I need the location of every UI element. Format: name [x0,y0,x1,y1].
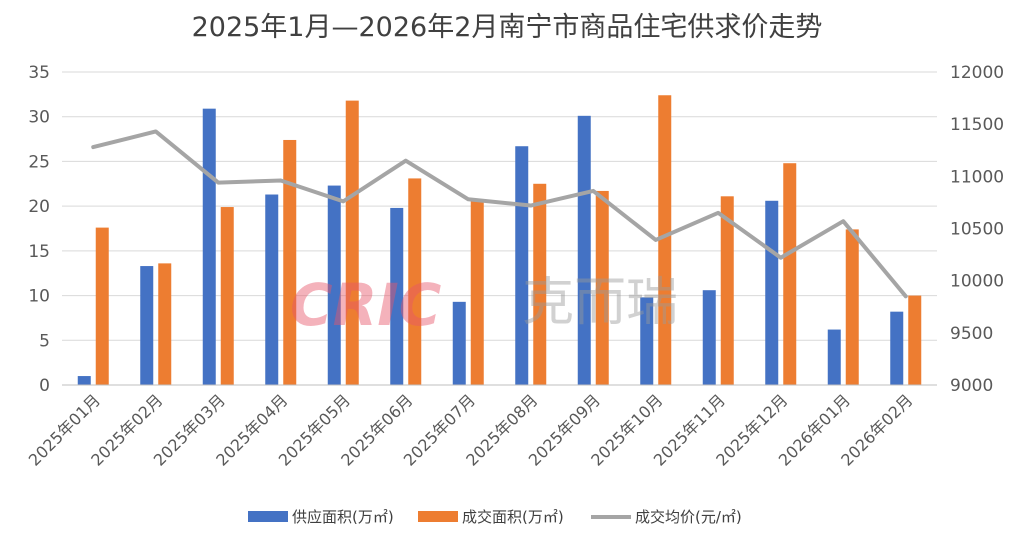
bar-supply [452,301,466,385]
bar-deals [408,178,422,385]
y-right-tick-label: 10000 [950,272,1004,292]
y-right-tick-label: 11000 [950,167,1004,187]
bar-supply [77,376,91,385]
legend-label: 成交面积(万㎡) [462,508,564,526]
bar-supply [202,108,216,385]
bar-supply [515,146,529,385]
watermark-latin: CRIC [290,271,441,339]
bar-deals [595,190,609,385]
price-line [91,129,908,299]
y-left-tick-label: 5 [39,331,50,351]
bar-deals [783,163,797,385]
y-axis-left: 0 5 10 15 20 25 30 35 [28,63,50,396]
y-right-tick-label: 11500 [950,115,1004,135]
legend-swatch [248,511,288,522]
chart-title: 2025年1月—2026年2月南宁市商品住宅供求价走势 [192,12,823,43]
bar-deals [908,295,922,385]
bar-deals [845,229,859,385]
bar-deals [533,183,547,385]
bar-deals [95,227,109,385]
legend-label: 成交均价(元/㎡) [635,508,742,526]
bar-deals [658,95,672,385]
y-axis-right: 9000 9500 10000 10500 11000 11500 12000 [950,63,1004,396]
legend-label: 供应面积(万㎡) [292,508,394,526]
y-left-tick-label: 0 [39,376,50,396]
y-left-tick-label: 10 [28,287,50,307]
bar-supply [390,207,404,385]
bar-supply [640,297,654,385]
line-series [91,129,908,299]
y-left-tick-label: 35 [28,63,50,83]
y-left-tick-label: 15 [28,242,50,262]
bar-deals [158,263,172,385]
bar-deals [220,207,234,385]
bar-supply [765,200,779,385]
legend-swatch [418,511,458,522]
bar-deals [283,139,297,385]
bar-supply [577,115,591,385]
bar-supply [702,290,716,385]
gridlines [62,71,937,386]
legend: 供应面积(万㎡) 成交面积(万㎡) 成交均价(元/㎡) [248,508,742,526]
y-left-tick-label: 25 [28,152,50,172]
bar-series [77,95,922,386]
watermark: CRIC 克而瑞 [290,271,678,339]
bar-deals [720,196,734,385]
y-right-tick-label: 12000 [950,63,1004,83]
bar-supply [327,185,341,385]
y-right-tick-label: 9000 [950,376,993,396]
watermark-cjk: 克而瑞 [522,273,678,333]
y-left-tick-label: 30 [28,108,50,128]
bar-deals [345,100,359,386]
x-axis: 2025年01月2025年02月2025年03月2025年04月2025年05月… [25,384,937,470]
y-left-tick-label: 20 [28,197,50,217]
bar-supply [827,329,841,385]
bar-supply [265,194,279,385]
bar-supply [890,311,904,385]
y-right-tick-label: 10500 [950,220,1004,240]
bar-supply [140,266,154,385]
bar-deals [470,199,484,385]
y-right-tick-label: 9500 [950,324,993,344]
